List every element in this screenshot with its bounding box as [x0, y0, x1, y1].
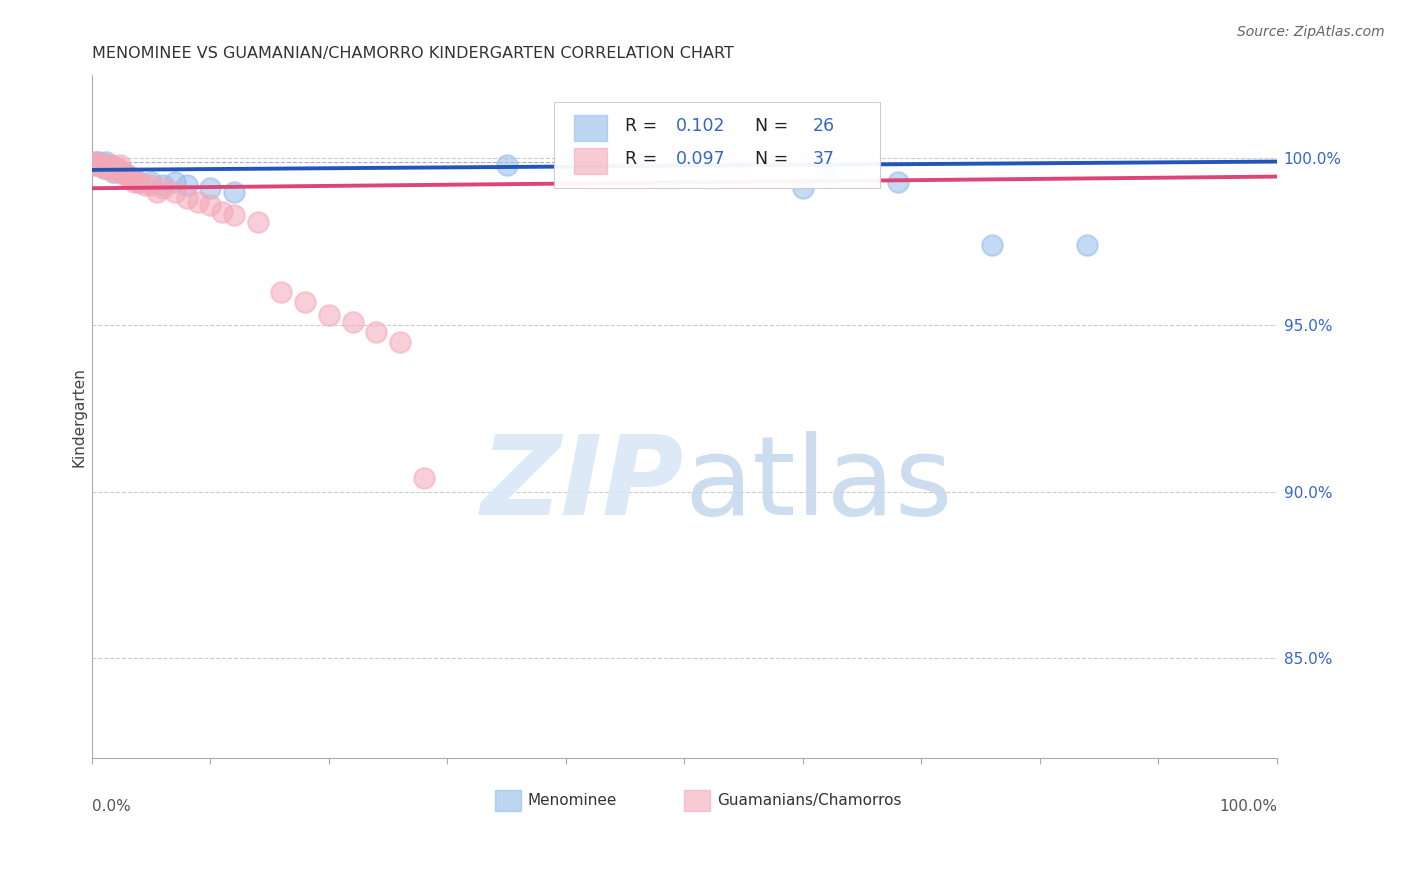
Point	[83, 154, 105, 169]
Point	[90, 158, 112, 172]
Point	[124, 175, 146, 189]
Point	[93, 161, 115, 176]
Point	[200, 198, 222, 212]
Point	[211, 204, 233, 219]
Point	[152, 178, 174, 192]
Point	[104, 161, 127, 176]
Point	[815, 168, 838, 182]
Point	[412, 471, 434, 485]
Point	[107, 161, 129, 176]
Point	[176, 178, 198, 192]
Text: 0.0%: 0.0%	[91, 799, 131, 814]
Point	[294, 294, 316, 309]
Point	[100, 161, 122, 176]
FancyBboxPatch shape	[495, 790, 520, 811]
Point	[87, 154, 110, 169]
Point	[101, 164, 124, 178]
Point	[87, 158, 110, 172]
Point	[222, 185, 245, 199]
Point	[176, 191, 198, 205]
FancyBboxPatch shape	[554, 103, 880, 187]
Point	[104, 164, 127, 178]
Point	[163, 175, 186, 189]
Point	[886, 175, 908, 189]
Point	[139, 178, 162, 192]
Point	[86, 158, 108, 172]
Point	[122, 171, 145, 186]
Point	[111, 164, 134, 178]
Text: atlas: atlas	[685, 432, 953, 539]
Point	[118, 171, 141, 186]
Point	[93, 161, 115, 176]
Point	[97, 161, 120, 176]
Point	[318, 308, 340, 322]
Text: Source: ZipAtlas.com: Source: ZipAtlas.com	[1237, 25, 1385, 39]
Text: N =: N =	[744, 150, 793, 168]
Point	[128, 175, 150, 189]
FancyBboxPatch shape	[574, 148, 607, 174]
Text: R =: R =	[626, 117, 662, 136]
Point	[94, 154, 117, 169]
Point	[114, 168, 136, 182]
Point	[366, 325, 388, 339]
Point	[90, 158, 112, 172]
Point	[187, 194, 209, 209]
Text: 37: 37	[813, 150, 834, 168]
Point	[128, 175, 150, 189]
Point	[981, 238, 1004, 252]
Text: 26: 26	[813, 117, 834, 136]
Text: 0.102: 0.102	[676, 117, 725, 136]
Point	[86, 154, 108, 169]
Point	[121, 171, 143, 186]
Text: Menominee: Menominee	[527, 793, 617, 808]
Text: N =: N =	[744, 117, 793, 136]
Point	[117, 168, 139, 182]
Point	[222, 208, 245, 222]
Point	[342, 315, 364, 329]
Point	[110, 158, 132, 172]
FancyBboxPatch shape	[685, 790, 710, 811]
Text: ZIP: ZIP	[481, 432, 685, 539]
Text: 100.0%: 100.0%	[1219, 799, 1277, 814]
Point	[117, 168, 139, 182]
Point	[1076, 238, 1098, 252]
Point	[200, 181, 222, 195]
Point	[495, 158, 517, 172]
Point	[101, 161, 124, 176]
Point	[110, 164, 132, 178]
FancyBboxPatch shape	[574, 115, 607, 141]
Point	[792, 181, 814, 195]
Point	[139, 175, 162, 189]
Point	[270, 285, 292, 299]
Point	[100, 158, 122, 172]
Text: 0.097: 0.097	[676, 150, 725, 168]
Point	[83, 158, 105, 172]
Text: Guamanians/Chamorros: Guamanians/Chamorros	[717, 793, 903, 808]
Point	[152, 181, 174, 195]
Point	[94, 158, 117, 172]
Point	[163, 185, 186, 199]
Point	[146, 185, 169, 199]
Point	[388, 334, 411, 349]
Y-axis label: Kindergarten: Kindergarten	[72, 367, 86, 467]
Point	[97, 158, 120, 172]
Point	[134, 178, 156, 192]
Text: R =: R =	[626, 150, 662, 168]
Text: MENOMINEE VS GUAMANIAN/CHAMORRO KINDERGARTEN CORRELATION CHART: MENOMINEE VS GUAMANIAN/CHAMORRO KINDERGA…	[91, 46, 734, 62]
Point	[246, 214, 269, 228]
